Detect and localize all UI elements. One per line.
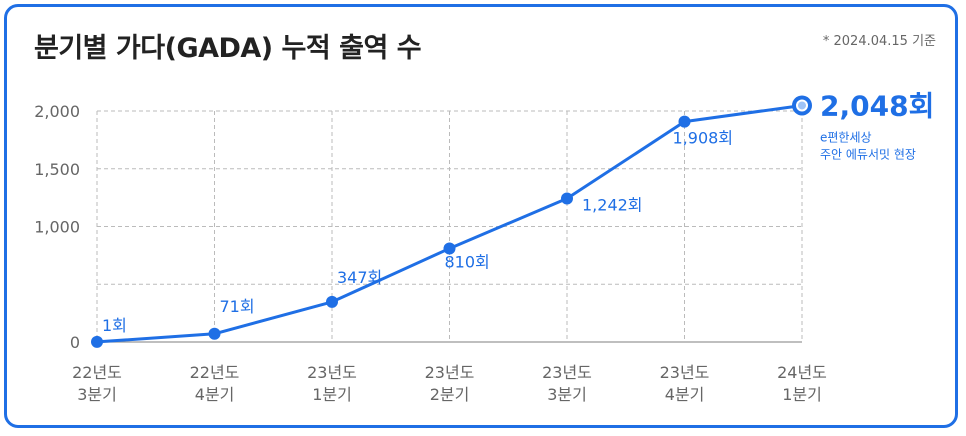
reference-date-note: * 2024.04.15 기준	[822, 34, 936, 49]
final-data-label: 2,048회	[820, 89, 934, 122]
final-annotation-line: 주안 에듀서밋 현장	[820, 147, 916, 161]
data-label: 347회	[337, 268, 382, 287]
data-point	[208, 327, 221, 340]
y-tick-label: 1,000	[34, 218, 80, 237]
final-annotation-line: e편한세상	[820, 130, 872, 144]
data-point	[443, 242, 456, 255]
data-point	[91, 335, 103, 348]
x-tick-label: 24년도 1분기	[777, 363, 827, 404]
y-tick-label: 1,500	[34, 160, 80, 179]
x-tick-label: 23년도 1분기	[307, 363, 357, 404]
data-point	[561, 192, 573, 205]
y-tick-label: 0	[70, 333, 80, 352]
x-tick-label: 23년도 4분기	[660, 363, 710, 404]
data-label: 1,242회	[582, 196, 643, 215]
x-tick-label: 22년도 3분기	[72, 363, 122, 404]
data-label: 810회	[445, 252, 490, 271]
data-label: 71회	[220, 297, 255, 316]
final-point-inner	[798, 101, 806, 110]
x-tick-label: 23년도 2분기	[425, 363, 475, 404]
data-label: 1회	[102, 316, 127, 335]
y-tick-label: 2,000	[34, 102, 80, 121]
data-point	[326, 295, 338, 308]
x-tick-label: 23년도 3분기	[542, 363, 592, 404]
chart-title: 분기별 가다(GADA) 누적 출역 수	[34, 33, 422, 64]
chart-frame	[4, 4, 958, 428]
data-label: 1,908회	[673, 129, 734, 148]
data-point	[678, 115, 691, 128]
x-tick-label: 22년도 4분기	[190, 363, 240, 404]
